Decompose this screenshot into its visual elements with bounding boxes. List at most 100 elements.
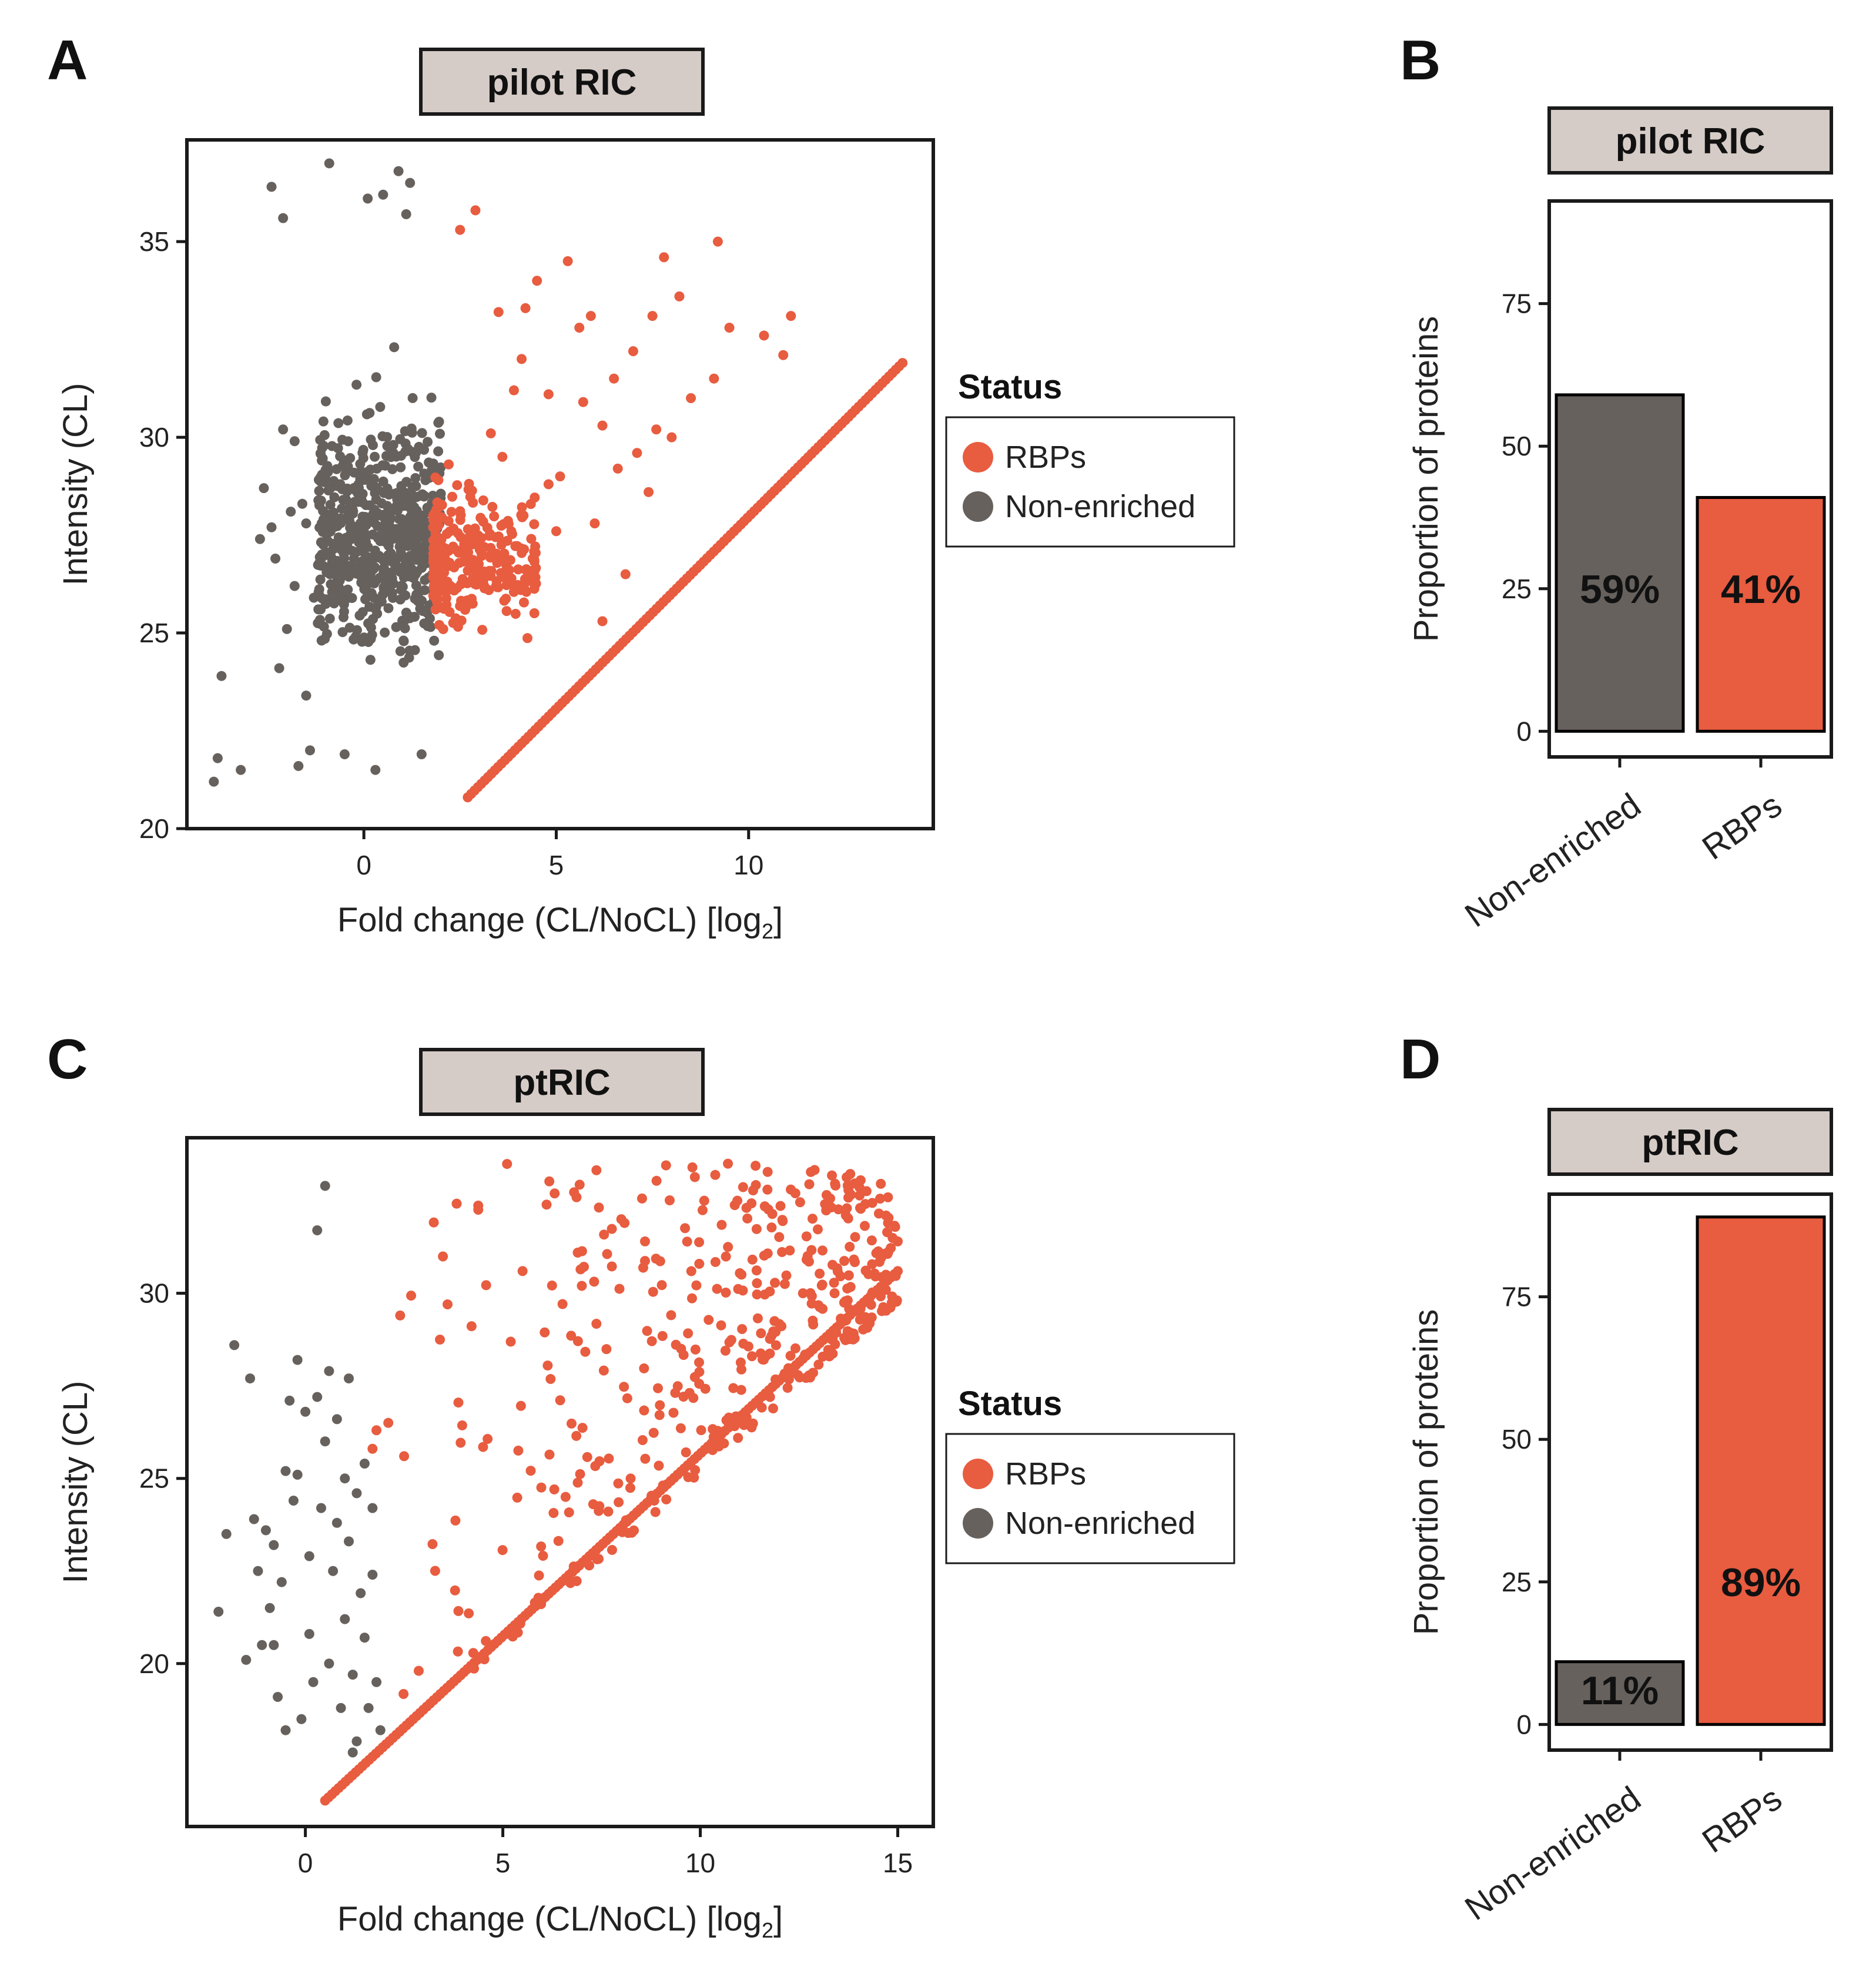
rbp-point [859, 1221, 870, 1231]
rbp-point [399, 1451, 410, 1462]
rbp-point [883, 1192, 893, 1202]
rbp-point [875, 1194, 885, 1204]
nonenriched-point [269, 1540, 279, 1550]
rbp-point [577, 1423, 588, 1433]
nonenriched-point [245, 1373, 256, 1384]
rbp-point [443, 516, 454, 527]
rbp-point [427, 1539, 438, 1549]
rbp-point [785, 1350, 796, 1361]
nonenriched-point [309, 592, 319, 603]
rbp-point [507, 529, 517, 539]
rbp-point [741, 1202, 752, 1213]
rbp-point [759, 1201, 770, 1212]
nonenriched-point [400, 623, 410, 634]
rbp-point [625, 1483, 635, 1493]
bar-value-label: 59% [1580, 567, 1660, 612]
rbp-point [442, 1299, 453, 1310]
nonenriched-point [318, 506, 329, 517]
rbp-point [478, 1442, 488, 1452]
strip-title: pilot RIC [487, 62, 637, 103]
rbp-point [455, 532, 466, 542]
nonenriched-point [351, 625, 362, 635]
rbp-point [638, 1262, 648, 1273]
x-tick-label: 5 [549, 850, 564, 880]
rbp-point [498, 519, 509, 529]
rbp-point [887, 1298, 897, 1308]
rbp-point [664, 1195, 675, 1206]
nonenriched-point [259, 483, 269, 494]
legend-box [945, 1433, 1235, 1564]
rbp-point [571, 1430, 582, 1441]
nonenriched-point [420, 575, 430, 585]
rbp-point [520, 574, 530, 584]
nonenriched-point [416, 490, 427, 501]
rbp-point [577, 1246, 587, 1256]
rbp-point [842, 1283, 853, 1294]
rbp-point [383, 1417, 394, 1428]
rbp-point [683, 1472, 694, 1483]
rbp-point [607, 1544, 617, 1555]
y-tick-label: 30 [139, 422, 169, 453]
nonenriched-point [314, 522, 325, 533]
y-tick-label: 20 [139, 813, 169, 844]
rbp-point [463, 524, 473, 535]
rbp-point [493, 307, 504, 317]
nonenriched-point [386, 450, 396, 460]
rbp-point [806, 1245, 817, 1255]
x-tick-label: Non-enriched [1458, 1779, 1648, 1928]
nonenriched-point [367, 1570, 378, 1580]
rbp-point [710, 1256, 721, 1267]
rbp-point [752, 1278, 762, 1289]
rbp-point [771, 1340, 781, 1350]
rbp-point [470, 205, 481, 216]
rbp-point [591, 1319, 602, 1329]
nonenriched-point [276, 1577, 287, 1587]
nonenriched-point [340, 1473, 350, 1484]
x-axis-label-sub: 2 [762, 919, 773, 943]
rbp-point [716, 1219, 727, 1230]
rbp-point [849, 1254, 859, 1265]
strip-box [419, 1048, 705, 1116]
rbp-point [632, 448, 642, 458]
rbp-point [848, 1328, 859, 1339]
rbp-point [371, 1425, 382, 1436]
rbp-point [517, 502, 527, 512]
x-tick-label: RBPs [1696, 1779, 1789, 1860]
rbp-point [515, 585, 526, 595]
legend-label: RBPs [1005, 1456, 1086, 1492]
rbp-point [433, 573, 444, 584]
rbp-point [873, 1208, 884, 1219]
nonenriched-point [423, 437, 433, 447]
rbp-point [513, 564, 524, 575]
y-tick-label: 25 [1502, 1567, 1532, 1597]
rbp-point [748, 1185, 758, 1196]
x-tick-label: 10 [733, 850, 763, 880]
nonenriched-point [394, 564, 405, 574]
nonenriched-point [378, 189, 388, 200]
strip-title: ptRIC [513, 1063, 610, 1103]
x-axis-label-end: ] [773, 1900, 783, 1938]
rbp-point [762, 1167, 773, 1177]
nonenriched-point [375, 1725, 386, 1735]
strip-box [1547, 106, 1833, 175]
rbp-point [716, 1320, 726, 1331]
rbp-point [893, 1266, 903, 1276]
nonenriched-point [347, 1747, 358, 1758]
nonenriched-point [367, 440, 378, 450]
rbp-point [897, 358, 908, 368]
nonenriched-point [381, 554, 392, 564]
nonenriched-point [282, 624, 292, 634]
rbp-point [485, 428, 496, 438]
nonenriched-point [403, 501, 413, 512]
rbp-point [430, 1566, 440, 1576]
rbp-point [406, 1291, 417, 1301]
nonenriched-point [382, 501, 393, 511]
rbp-point [432, 497, 443, 508]
rbp-point [464, 1608, 474, 1618]
rbp-point [849, 1178, 860, 1189]
rbp-point [644, 487, 654, 497]
rbp-point [786, 311, 796, 321]
rbp-point [521, 564, 532, 575]
nonenriched-point [324, 515, 334, 526]
x-tick-label: 10 [685, 1848, 715, 1878]
